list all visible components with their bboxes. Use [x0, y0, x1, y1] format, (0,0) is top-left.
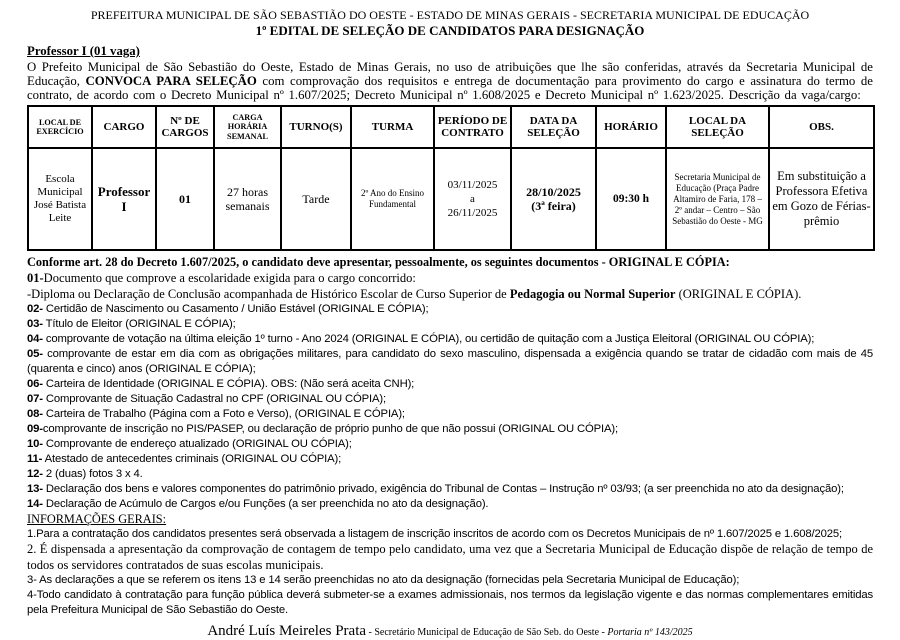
table-row: Escola Municipal José Batista Leite Prof… [27, 147, 875, 251]
cell-carga-horaria: 27 horas semanais [213, 147, 282, 251]
document-item: 05- comprovante de estar em dia com as o… [27, 348, 873, 375]
document-item: 13- Declaração dos bens e valores compon… [27, 483, 844, 495]
data-selecao-date: 28/10/2025 [526, 185, 581, 199]
document-item: 03- Título de Eleitor (ORIGINAL E CÓPIA)… [27, 318, 236, 330]
signer-portaria: Portaria nº 143/2025 [607, 627, 693, 638]
periodo-sep: a [470, 193, 475, 205]
document-item: 12- 2 (duas) fotos 3 x 4. [27, 468, 143, 480]
document-item: 11- Atestado de antecedentes criminais (… [27, 453, 342, 465]
col-header-local-exercicio: LOCAL DE EXERCÍCIO [27, 105, 93, 149]
document-item: 02- Certidão de Nascimento ou Casamento … [27, 303, 429, 315]
cell-turnos: Tarde [280, 147, 352, 251]
footer-separator2: - [599, 627, 608, 638]
vacancy-table: LOCAL DE EXERCÍCIO CARGO Nº DE CARGOS CA… [27, 105, 875, 251]
cell-obs: Em substituição a Professora Efetiva em … [768, 147, 875, 251]
intro-pre: O Prefeito Municipal de São Sebastião do… [27, 60, 873, 88]
data-selecao-weekday: (3ª feira) [531, 199, 576, 213]
signer-name: André Luís Meireles Prata [207, 623, 367, 639]
vacancy-heading: Professor I (01 vaga) [27, 44, 140, 58]
signature-footer: André Luís Meireles Prata - Secretário M… [27, 623, 873, 640]
page-header-line1: PREFEITURA MUNICIPAL DE SÃO SEBASTIÃO DO… [90, 8, 810, 22]
general-info-section: INFORMAÇÕES GERAIS: 1.Para a contratação… [27, 512, 873, 618]
cell-local-selecao: Secretaria Municipal de Educação (Praça … [665, 147, 770, 251]
intro-paragraph: O Prefeito Municipal de São Sebastião do… [27, 60, 873, 102]
col-header-local-selecao: LOCAL DA SELEÇÃO [665, 105, 770, 149]
col-header-n-cargos: Nº DE CARGOS [155, 105, 215, 149]
periodo-end: 26/11/2025 [447, 207, 498, 219]
general-info-item: 1.Para a contratação dos candidatos pres… [27, 528, 843, 540]
document-item: 09-comprovante de inscrição no PIS/PASEP… [27, 423, 619, 435]
documents-list: 01-Documento que comprove a escolaridade… [27, 270, 873, 512]
cell-local-exercicio: Escola Municipal José Batista Leite [27, 147, 93, 251]
col-header-data-selecao: DATA DA SELEÇÃO [510, 105, 597, 149]
col-header-turma: TURMA [350, 105, 435, 149]
document-item: 08- Carteira de Trabalho (Página com a F… [27, 408, 405, 420]
periodo-start: 03/11/2025 [447, 179, 498, 191]
general-info-item: 3- As declarações a que se referem os it… [27, 574, 740, 586]
general-info-item: 4-Todo candidato à contratação para funç… [27, 589, 873, 616]
document-item: 07- Comprovante de Situação Cadastral no… [27, 393, 387, 405]
edital-title: 1º EDITAL DE SELEÇÃO DE CANDIDATOS PARA … [255, 23, 645, 38]
document-item: 10- Comprovante de endereço atualizado (… [27, 438, 352, 450]
col-header-cargo: CARGO [91, 105, 157, 149]
document-item: 06- Carteira de Identidade (ORIGINAL E C… [27, 378, 415, 390]
document-item: 04- comprovante de votação na última ele… [27, 333, 815, 345]
cell-data-selecao: 28/10/2025 (3ª feira) [510, 147, 597, 251]
col-header-periodo: PERÍODO DE CONTRATO [433, 105, 512, 149]
general-info-item: 2. É dispensada a apresentação da compro… [27, 542, 873, 572]
document-item: 01-Documento que comprove a escolaridade… [27, 271, 416, 285]
document-item: -Diploma ou Declaração de Conclusão acom… [27, 287, 802, 301]
cell-periodo-contrato: 03/11/2025 a 26/11/2025 [433, 147, 512, 251]
intro-convoca: CONVOCA PARA SELEÇÃO [85, 74, 257, 88]
document-item: 14- Declaração de Acúmulo de Cargos e/ou… [27, 498, 489, 510]
cell-turma: 2º Ano do Ensino Fundamental [350, 147, 435, 251]
general-info-list: 1.Para a contratação dos candidatos pres… [27, 527, 873, 618]
intro-post: com comprovação dos requisitos e entrega… [27, 74, 873, 102]
general-info-heading: INFORMAÇÕES GERAIS: [27, 512, 167, 526]
col-header-obs: OBS. [768, 105, 875, 149]
documents-intro: Conforme art. 28 do Decreto 1.607/2025, … [27, 255, 730, 269]
table-header-row: LOCAL DE EXERCÍCIO CARGO Nº DE CARGOS CA… [27, 105, 875, 149]
footer-separator: - [366, 627, 375, 638]
col-header-turnos: TURNO(S) [280, 105, 352, 149]
signer-role: Secretário Municipal de Educação de São … [374, 627, 600, 638]
cell-horario: 09:30 h [595, 147, 667, 251]
cell-cargo: Professor I [91, 147, 157, 251]
col-header-carga-horaria: CARGA HORÁRIA SEMANAL [213, 105, 282, 149]
documents-section: Conforme art. 28 do Decreto 1.607/2025, … [27, 254, 873, 512]
col-header-horario: HORÁRIO [595, 105, 667, 149]
cell-n-cargos: 01 [155, 147, 215, 251]
